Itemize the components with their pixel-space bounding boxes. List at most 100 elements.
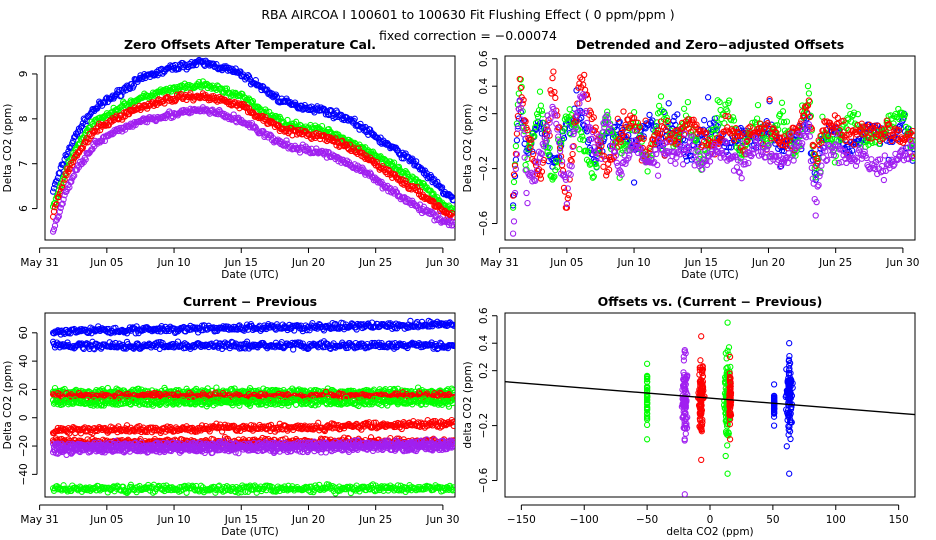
- point: [671, 149, 678, 156]
- point: [803, 109, 811, 116]
- x-tick-label: Jun 10: [156, 257, 190, 269]
- point: [567, 171, 574, 178]
- point: [521, 127, 528, 135]
- point: [590, 173, 597, 180]
- point: [743, 140, 750, 148]
- point: [686, 138, 693, 146]
- point: [596, 140, 603, 147]
- plot-frame: [44, 55, 456, 241]
- point: [516, 75, 523, 83]
- point: [663, 114, 670, 121]
- point: [580, 136, 587, 143]
- point: [582, 107, 590, 115]
- point: [450, 222, 455, 229]
- point: [665, 100, 672, 107]
- point: [248, 99, 256, 106]
- point: [68, 178, 75, 185]
- point: [824, 156, 831, 164]
- point: [429, 209, 436, 216]
- point: [702, 130, 709, 137]
- point: [86, 112, 93, 119]
- point: [619, 131, 626, 139]
- x-tick-label: Jun 25: [358, 514, 392, 526]
- point: [449, 321, 455, 328]
- point: [754, 144, 762, 151]
- point: [697, 128, 704, 135]
- point: [540, 143, 547, 150]
- point: [536, 88, 544, 95]
- point: [546, 144, 553, 152]
- point: [905, 155, 913, 163]
- x-tick-label: May 31: [480, 257, 518, 269]
- point: [815, 181, 822, 189]
- y-tick-label: 6: [18, 205, 30, 212]
- point: [517, 104, 524, 111]
- x-tick-label: Jun 05: [549, 257, 583, 269]
- x-tick-label: Jun 25: [358, 257, 392, 269]
- point: [714, 97, 721, 104]
- point: [589, 174, 596, 181]
- point: [550, 68, 557, 75]
- point: [743, 138, 750, 146]
- point: [510, 218, 518, 225]
- point: [435, 345, 442, 352]
- point: [676, 133, 683, 141]
- point: [722, 138, 729, 145]
- point: [450, 197, 455, 204]
- point: [580, 81, 587, 88]
- point: [804, 82, 812, 90]
- point: [774, 122, 781, 129]
- point: [875, 140, 883, 147]
- point: [620, 108, 627, 115]
- point: [849, 128, 856, 135]
- point: [808, 125, 815, 132]
- point: [896, 127, 903, 134]
- point: [532, 177, 539, 184]
- series-blue: [49, 338, 455, 353]
- point: [51, 222, 59, 229]
- point: [715, 121, 722, 128]
- point: [542, 137, 549, 144]
- point: [848, 134, 855, 141]
- point: [628, 122, 635, 130]
- point: [751, 134, 759, 141]
- point: [609, 139, 617, 146]
- point: [721, 120, 728, 127]
- point: [73, 131, 81, 138]
- point: [801, 103, 809, 110]
- point: [262, 114, 269, 121]
- point: [554, 126, 561, 133]
- point: [685, 146, 693, 154]
- point: [852, 162, 860, 169]
- point: [522, 118, 529, 125]
- point: [107, 343, 114, 351]
- point: [556, 139, 563, 146]
- point: [725, 113, 732, 120]
- y-tick-label: 20: [18, 383, 30, 396]
- point: [752, 137, 760, 144]
- point: [351, 115, 358, 122]
- point: [563, 200, 571, 208]
- point: [833, 130, 840, 137]
- point: [581, 92, 588, 100]
- point: [512, 165, 520, 173]
- point: [766, 98, 773, 105]
- point: [812, 174, 819, 181]
- point: [538, 107, 546, 114]
- point: [557, 170, 565, 177]
- point: [747, 123, 754, 130]
- point: [517, 84, 524, 92]
- point: [49, 188, 57, 195]
- point: [814, 158, 821, 165]
- point: [532, 124, 539, 131]
- point: [450, 322, 455, 329]
- point: [817, 145, 824, 152]
- point: [865, 134, 872, 141]
- point: [818, 139, 825, 147]
- data-marks: [49, 317, 455, 497]
- point: [652, 146, 659, 153]
- point: [549, 74, 556, 82]
- point: [71, 172, 78, 179]
- point: [881, 130, 888, 137]
